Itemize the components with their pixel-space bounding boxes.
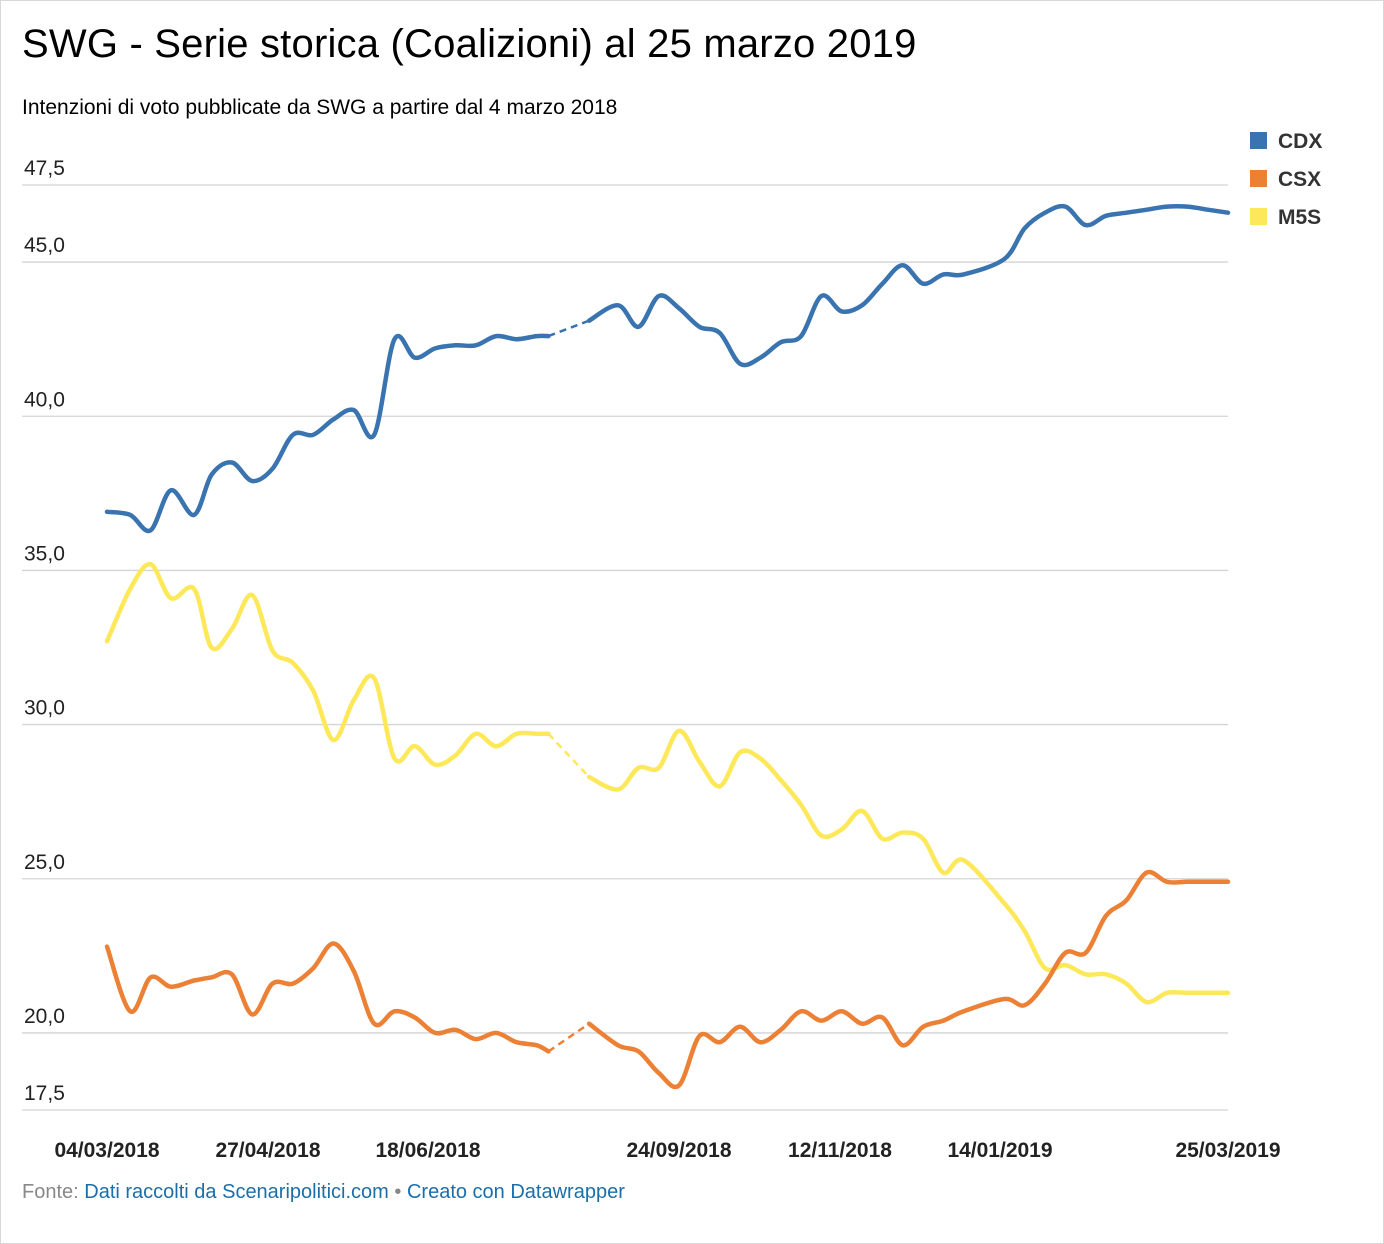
y-tick-label: 47,5: [24, 157, 65, 180]
y-tick-label: 40,0: [24, 388, 65, 411]
y-tick-label: 17,5: [24, 1082, 65, 1105]
footer: Fonte: Dati raccolti da Scenaripolitici.…: [22, 1181, 625, 1204]
legend-swatch-cdx: [1250, 132, 1267, 149]
y-tick-label: 30,0: [24, 697, 65, 720]
csx-line: [104, 941, 551, 1054]
legend-label-csx: CSX: [1278, 168, 1321, 191]
x-tick-label: 12/11/2018: [788, 1139, 892, 1162]
x-tick-label: 27/04/2018: [215, 1139, 320, 1162]
chart-subtitle: Intenzioni di voto pubblicate da SWG a p…: [22, 96, 618, 119]
legend-label-m5s: M5S: [1278, 206, 1321, 229]
cdx-line: [104, 333, 551, 534]
footer-separator: •: [394, 1181, 402, 1203]
x-tick-label: 24/09/2018: [626, 1139, 731, 1162]
cdx-gap-connector: [547, 319, 590, 338]
chart-title: SWG - Serie storica (Coalizioni) al 25 m…: [22, 22, 917, 66]
series-lines: [104, 203, 1231, 1090]
credit-link[interactable]: Creato con Datawrapper: [406, 1181, 625, 1203]
y-tick-label: 25,0: [24, 851, 65, 874]
x-tick-label: 04/03/2018: [54, 1139, 159, 1162]
x-tick-label: 14/01/2019: [947, 1139, 1052, 1162]
x-tick-label: 25/03/2019: [1175, 1139, 1280, 1162]
y-tick-label: 20,0: [24, 1005, 65, 1028]
legend: CDX CSX M5S: [1250, 130, 1322, 229]
m5s-gap-connector: [547, 732, 590, 778]
y-axis-ticks: 47,5 45,0 40,0 35,0 30,0 25,0 20,0 17,5: [24, 157, 65, 1105]
csx-line: [586, 869, 1231, 1090]
cdx-line: [586, 203, 1231, 368]
legend-label-cdx: CDX: [1278, 130, 1322, 153]
m5s-line: [104, 561, 551, 768]
source-link[interactable]: Dati raccolti da Scenaripolitici.com: [84, 1181, 389, 1203]
m5s-line: [586, 728, 1231, 1005]
legend-swatch-csx: [1250, 170, 1267, 187]
gridlines: [22, 184, 1228, 1111]
legend-swatch-m5s: [1250, 208, 1267, 225]
y-tick-label: 35,0: [24, 542, 65, 565]
x-axis-ticks: 04/03/2018 27/04/2018 18/06/2018 24/09/2018…: [54, 1139, 1280, 1162]
csx-gap-connector: [547, 1022, 590, 1053]
y-tick-label: 45,0: [24, 234, 65, 257]
x-tick-label: 18/06/2018: [375, 1139, 480, 1162]
footer-source-label: Fonte:: [22, 1181, 79, 1203]
